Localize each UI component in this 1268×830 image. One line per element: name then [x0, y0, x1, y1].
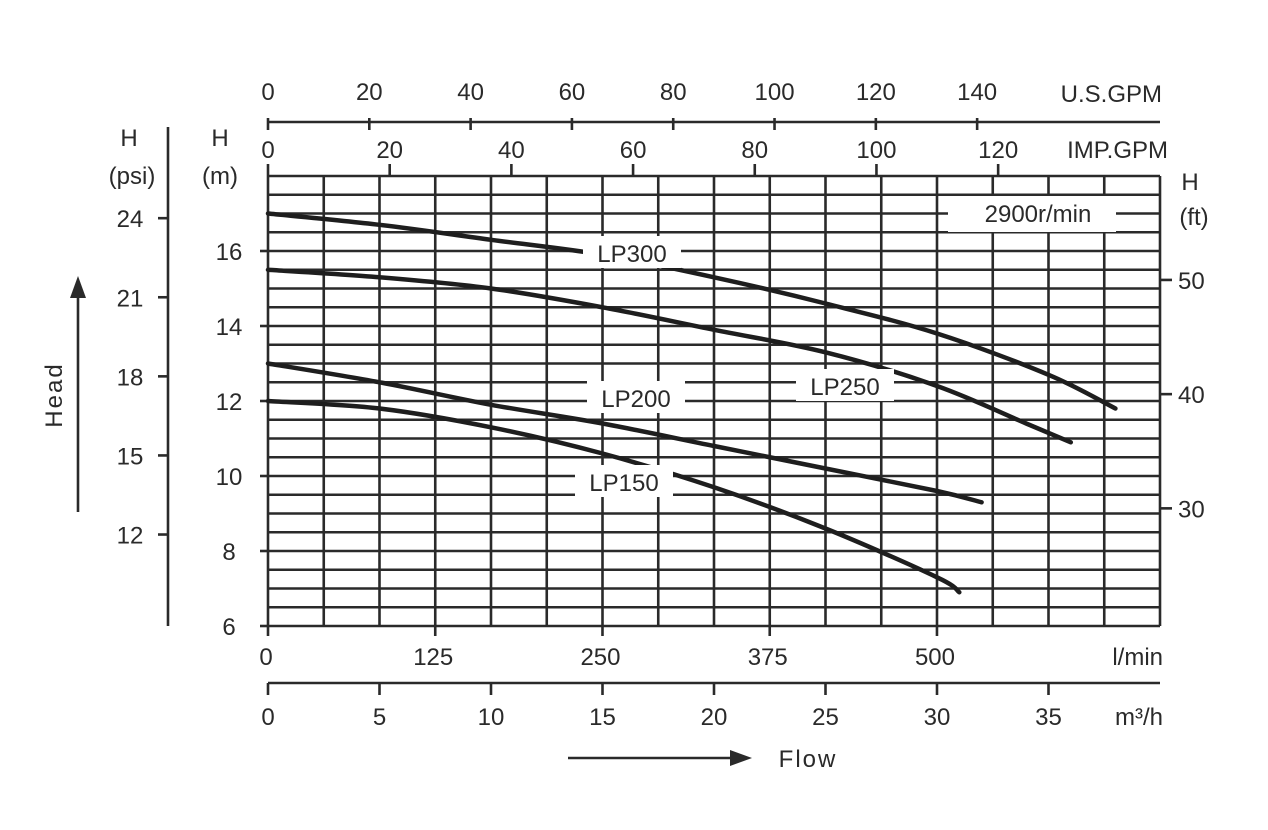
m3h-unit-label: m³/h: [1115, 704, 1163, 731]
m-tick-label: 16: [216, 239, 243, 266]
axes: [70, 118, 1172, 766]
curve-lp200: [265, 361, 984, 505]
m3h-tick-label: 5: [373, 704, 386, 731]
lmin-tick-label: 375: [748, 644, 788, 671]
us-gpm-tick-label: 60: [559, 79, 586, 106]
imp-gpm-tick-label: 120: [978, 137, 1018, 164]
m3h-tick-label: 15: [589, 704, 616, 731]
psi-tick-label: 21: [117, 285, 144, 312]
psi-tick-label: 15: [117, 443, 144, 470]
lmin-tick-label: 250: [580, 644, 620, 671]
us-gpm-tick-label: 120: [856, 79, 896, 106]
m3h-tick-label: 20: [701, 704, 728, 731]
lmin-tick-label: 500: [915, 644, 955, 671]
us-gpm-tick-label: 0: [261, 79, 274, 106]
us-gpm-tick-label: 100: [755, 79, 795, 106]
lmin-tick-label: 0: [259, 644, 272, 671]
curve-label-lp200: LP200: [601, 386, 670, 413]
us-gpm-unit-label: U.S.GPM: [1061, 81, 1162, 108]
psi-unit-label: (psi): [109, 163, 156, 190]
m-tick-label: 8: [222, 539, 235, 566]
m-tick-label: 14: [216, 314, 243, 341]
ft-unit-symbol: H: [1181, 169, 1198, 196]
curve-label-lp250: LP250: [810, 374, 879, 401]
curve-lp300: [265, 211, 1118, 411]
imp-gpm-tick-label: 100: [856, 137, 896, 164]
m3h-tick-label: 10: [478, 704, 505, 731]
y-axis-title: Head: [41, 362, 68, 427]
imp-gpm-tick-label: 0: [261, 137, 274, 164]
psi-tick-label: 18: [117, 364, 144, 391]
imp-gpm-tick-label: 80: [741, 137, 768, 164]
ft-tick-label: 30: [1178, 496, 1205, 523]
curve-label-bg: [796, 369, 894, 401]
psi-tick-label: 24: [117, 206, 144, 233]
imp-gpm-tick-label: 60: [620, 137, 647, 164]
m-tick-label: 10: [216, 464, 243, 491]
m-unit-label: (m): [202, 163, 238, 190]
m3h-tick-label: 35: [1035, 704, 1062, 731]
curve-label-bg: [575, 465, 673, 497]
m3h-tick-label: 25: [812, 704, 839, 731]
m-tick-label: 6: [222, 614, 235, 641]
flow-arrow-head: [730, 750, 752, 766]
curve-label-bg: [583, 236, 681, 268]
ft-tick-label: 40: [1178, 382, 1205, 409]
imp-gpm-tick-label: 20: [376, 137, 403, 164]
m3h-tick-label: 0: [261, 704, 274, 731]
lmin-tick-label: 125: [413, 644, 453, 671]
us-gpm-tick-label: 80: [660, 79, 687, 106]
m3h-tick-label: 30: [924, 704, 951, 731]
ft-tick-label: 50: [1178, 268, 1205, 295]
m-tick-label: 12: [216, 389, 243, 416]
x-axis-title: Flow: [779, 746, 838, 773]
imp-gpm-unit-label: IMP.GPM: [1067, 137, 1168, 164]
us-gpm-tick-label: 20: [356, 79, 383, 106]
head-arrow-head: [70, 276, 86, 298]
curve-label-lp150: LP150: [589, 470, 658, 497]
lmin-unit-label: l/min: [1112, 644, 1163, 671]
curve-label-lp300: LP300: [597, 241, 666, 268]
ft-unit-label: (ft): [1179, 204, 1208, 231]
speed-annotation-bg: [948, 196, 1116, 232]
m-unit-symbol: H: [211, 125, 228, 152]
us-gpm-tick-label: 40: [457, 79, 484, 106]
psi-unit-symbol: H: [120, 125, 137, 152]
psi-tick-label: 12: [117, 523, 144, 550]
speed-annotation: 2900r/min: [985, 201, 1092, 228]
grid: [266, 174, 1162, 628]
us-gpm-tick-label: 140: [957, 79, 997, 106]
curve-lp250: [265, 267, 1074, 445]
curve-label-bg: [587, 381, 685, 413]
imp-gpm-tick-label: 40: [498, 137, 525, 164]
